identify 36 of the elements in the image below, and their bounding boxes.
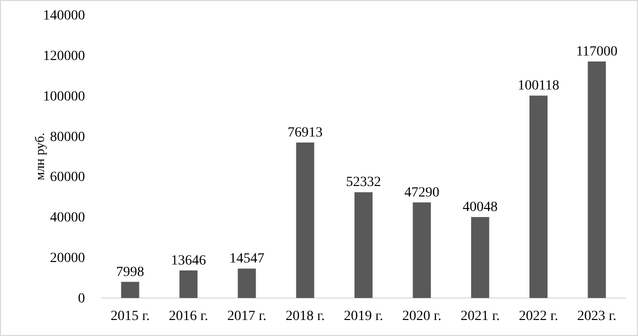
bar xyxy=(179,270,198,298)
data-label: 117000 xyxy=(576,44,618,60)
y-tick-label: 80000 xyxy=(50,130,85,145)
bar xyxy=(588,61,606,298)
bar xyxy=(296,142,314,298)
y-tick-label: 60000 xyxy=(50,170,85,186)
data-label: 7998 xyxy=(116,264,144,280)
y-tick-label: 20000 xyxy=(50,251,85,266)
x-tick-label: 2017 г. xyxy=(227,308,266,324)
data-label: 14547 xyxy=(229,252,264,267)
bar xyxy=(354,192,373,298)
data-label: 76913 xyxy=(288,126,323,141)
y-tick-label: 40000 xyxy=(50,210,85,226)
bar xyxy=(529,96,548,298)
y-tick-label: 100000 xyxy=(43,89,85,104)
bar xyxy=(238,268,256,298)
data-label: 13646 xyxy=(171,253,206,268)
bar xyxy=(471,217,490,298)
data-label: 47290 xyxy=(404,185,440,200)
x-tick-label: 2015 г. xyxy=(110,308,150,324)
bar xyxy=(412,202,431,298)
x-tick-label: 2022 г. xyxy=(518,308,558,324)
y-tick-label: 0 xyxy=(78,291,85,306)
x-tick-label: 2021 г. xyxy=(460,308,500,324)
y-tick-label: 140000 xyxy=(43,8,85,24)
bar xyxy=(121,282,140,298)
x-tick-label: 2020 г. xyxy=(402,308,442,324)
y-tick-label: 120000 xyxy=(43,48,85,64)
data-label: 100118 xyxy=(518,78,560,94)
x-tick-label: 2016 г. xyxy=(168,308,208,324)
data-label: 40048 xyxy=(462,200,498,216)
x-tick-label: 2019 г. xyxy=(344,308,384,324)
x-tick-label: 2023 г. xyxy=(577,308,616,324)
data-label: 52332 xyxy=(346,175,381,190)
x-tick-label: 2018 г. xyxy=(286,308,325,324)
y-axis-title: млн руб. xyxy=(32,132,47,180)
